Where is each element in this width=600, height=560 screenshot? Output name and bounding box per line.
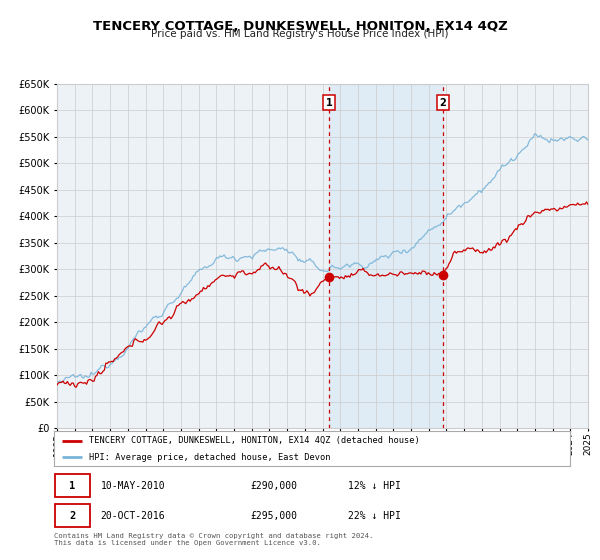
Text: TENCERY COTTAGE, DUNKESWELL, HONITON, EX14 4QZ: TENCERY COTTAGE, DUNKESWELL, HONITON, EX… bbox=[92, 20, 508, 32]
Text: Contains HM Land Registry data © Crown copyright and database right 2024.
This d: Contains HM Land Registry data © Crown c… bbox=[54, 533, 373, 546]
Text: 2: 2 bbox=[70, 511, 76, 521]
Text: TENCERY COTTAGE, DUNKESWELL, HONITON, EX14 4QZ (detached house): TENCERY COTTAGE, DUNKESWELL, HONITON, EX… bbox=[89, 436, 420, 445]
Text: 10-MAY-2010: 10-MAY-2010 bbox=[100, 480, 165, 491]
Text: 22% ↓ HPI: 22% ↓ HPI bbox=[348, 511, 401, 521]
Text: 12% ↓ HPI: 12% ↓ HPI bbox=[348, 480, 401, 491]
Text: HPI: Average price, detached house, East Devon: HPI: Average price, detached house, East… bbox=[89, 452, 331, 462]
Text: 1: 1 bbox=[325, 97, 332, 108]
Text: 1: 1 bbox=[70, 480, 76, 491]
Text: £290,000: £290,000 bbox=[250, 480, 297, 491]
Text: Price paid vs. HM Land Registry's House Price Index (HPI): Price paid vs. HM Land Registry's House … bbox=[151, 29, 449, 39]
Text: 20-OCT-2016: 20-OCT-2016 bbox=[100, 511, 165, 521]
Text: £295,000: £295,000 bbox=[250, 511, 297, 521]
FancyBboxPatch shape bbox=[55, 505, 90, 528]
FancyBboxPatch shape bbox=[55, 474, 90, 497]
Bar bbox=[329, 84, 443, 428]
Text: 2: 2 bbox=[439, 97, 446, 108]
